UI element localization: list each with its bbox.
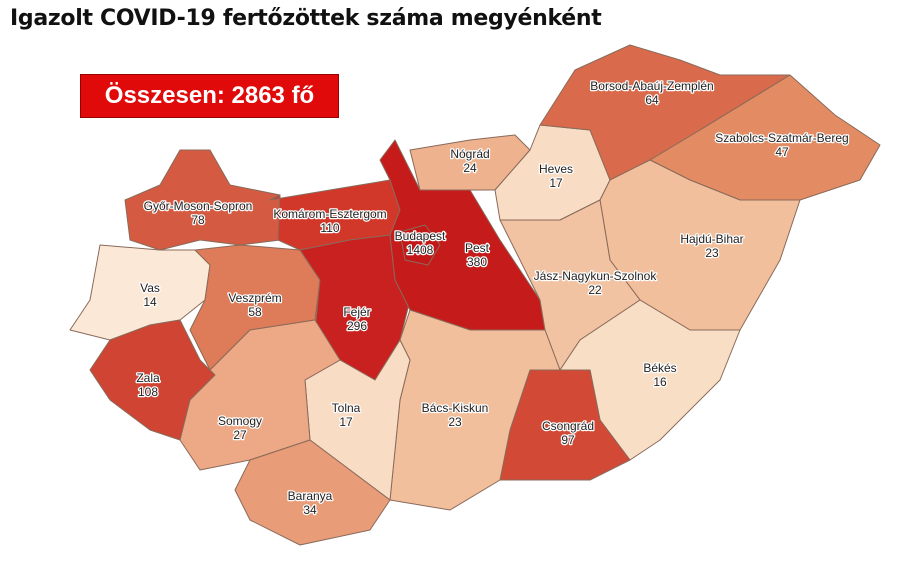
county-name-label: Vas: [140, 281, 160, 295]
county-value-label: 64: [645, 93, 659, 107]
county-value-label: 97: [561, 433, 575, 447]
total-cases-box: Összesen: 2863 fő: [80, 74, 339, 118]
county-value-label: 24: [463, 161, 477, 175]
county-name-label: Szabolcs-Szatmár-Bereg: [715, 131, 848, 145]
county-value-label: 16: [653, 375, 667, 389]
county-name-label: Hajdú-Bihar: [680, 232, 743, 246]
county-value-label: 108: [138, 385, 158, 399]
county-budapest: [399, 224, 441, 266]
county-value-label: 27: [233, 428, 247, 442]
county-name-label: Tolna: [332, 401, 361, 415]
county-value-label: 23: [448, 415, 462, 429]
county-name-label: Komárom-Esztergom: [273, 207, 386, 221]
county-value-label: 14: [143, 295, 157, 309]
county-value-label: 78: [191, 213, 205, 227]
county-value-label: 47: [775, 145, 789, 159]
county-name-label: Bács-Kiskun: [422, 401, 489, 415]
county-value-label: 296: [347, 319, 367, 333]
county-name-label: Budapest: [395, 229, 446, 243]
county-value-label: 22: [588, 283, 602, 297]
county-value-label: 17: [549, 176, 563, 190]
county-somogy: [179, 319, 341, 471]
county-name-label: Nógrád: [450, 147, 489, 161]
county-value-label: 23: [705, 246, 719, 260]
county-name-label: Fejér: [343, 305, 370, 319]
county-name-label: Jász-Nagykun-Szolnok: [534, 269, 658, 283]
county-name-label: Csongrád: [542, 419, 594, 433]
county-name-label: Borsod-Abaúj-Zemplén: [590, 79, 713, 93]
county-name-label: Békés: [643, 361, 676, 375]
county-value-label: 58: [248, 305, 262, 319]
county-value-label: 1408: [407, 243, 434, 257]
county-name-label: Somogy: [218, 414, 262, 428]
county-name-label: Baranya: [288, 489, 333, 503]
county-value-label: 34: [303, 503, 317, 517]
county-name-label: Zala: [136, 371, 160, 385]
county-name-label: Heves: [539, 162, 573, 176]
county-value-label: 17: [339, 415, 353, 429]
map-title: Igazolt COVID-19 fertőzöttek száma megyé…: [10, 6, 602, 31]
county-name-label: Veszprém: [228, 291, 281, 305]
county-name-label: Győr-Moson-Sopron: [144, 199, 253, 213]
county-baranya: [234, 439, 391, 546]
county-value-label: 110: [320, 221, 339, 235]
county-name-label: Pest: [465, 241, 490, 255]
county-value-label: 380: [467, 255, 487, 269]
